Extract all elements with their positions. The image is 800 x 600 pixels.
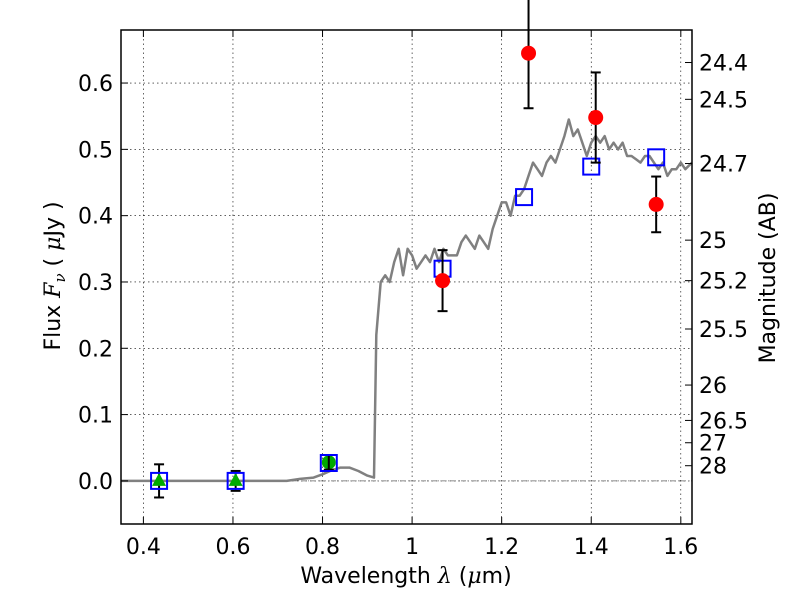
y-tick-label: 0.4	[78, 205, 113, 230]
mag-tick-label: 28	[699, 455, 727, 480]
x-axis-title: Wavelength λ (μm)	[300, 564, 511, 589]
y2-axis-title: Magnitude (AB)	[756, 193, 781, 364]
x-tick-label: 1.6	[663, 535, 698, 560]
grid-lines	[121, 30, 692, 524]
mag-tick-label: 25	[699, 229, 727, 254]
model-band-square	[582, 157, 601, 176]
mag-tick-label: 26.5	[699, 409, 748, 434]
y-tick-label: 0.5	[78, 138, 113, 163]
axis-ticks: 0.4 0.6 0.8 1 1.2 1.4 1.6 0.0 0.1 0.2 0.3 0.4 0.5 0.6…	[78, 30, 748, 560]
model-band-square	[226, 471, 245, 490]
observed-point	[588, 110, 604, 126]
model-spectrum-line	[121, 118, 693, 483]
model-band-square	[319, 453, 338, 472]
mag-tick-label: 24.4	[699, 52, 748, 77]
x-tick-label: 0.6	[215, 535, 250, 560]
upper-limit-triangle	[228, 472, 243, 486]
mag-tick-label: 24.5	[699, 88, 748, 113]
y-tick-label: 0.6	[78, 72, 113, 97]
mag-tick-label: 25.2	[699, 270, 748, 295]
mag-tick-label: 27	[699, 432, 727, 457]
mag-tick-label: 25.5	[699, 318, 748, 343]
x-tick-label: 1.2	[484, 535, 519, 560]
x-tick-label: 0.4	[126, 535, 161, 560]
model-band-square	[647, 148, 666, 167]
y-tick-label: 0.1	[78, 404, 113, 429]
x-tick-label: 1.4	[574, 535, 609, 560]
observed-point	[648, 196, 664, 212]
upper-limit-triangle	[152, 472, 167, 486]
x-tick-label: 0.8	[305, 535, 340, 560]
x-tick-label: 1	[405, 535, 419, 560]
mag-tick-label: 26	[699, 374, 727, 399]
y-axis-title: Flux Fν ( μJy )	[41, 201, 69, 350]
y-tick-label: 0.0	[78, 470, 113, 495]
model-band-square	[515, 188, 534, 207]
mag-tick-label: 24.7	[699, 153, 748, 178]
y-tick-label: 0.3	[78, 271, 113, 296]
plot-frame	[120, 29, 693, 525]
model-band-square	[150, 471, 169, 490]
observed-point	[435, 273, 451, 289]
y-tick-label: 0.2	[78, 337, 113, 362]
observed-point	[521, 45, 537, 61]
data-marks	[121, 0, 693, 499]
